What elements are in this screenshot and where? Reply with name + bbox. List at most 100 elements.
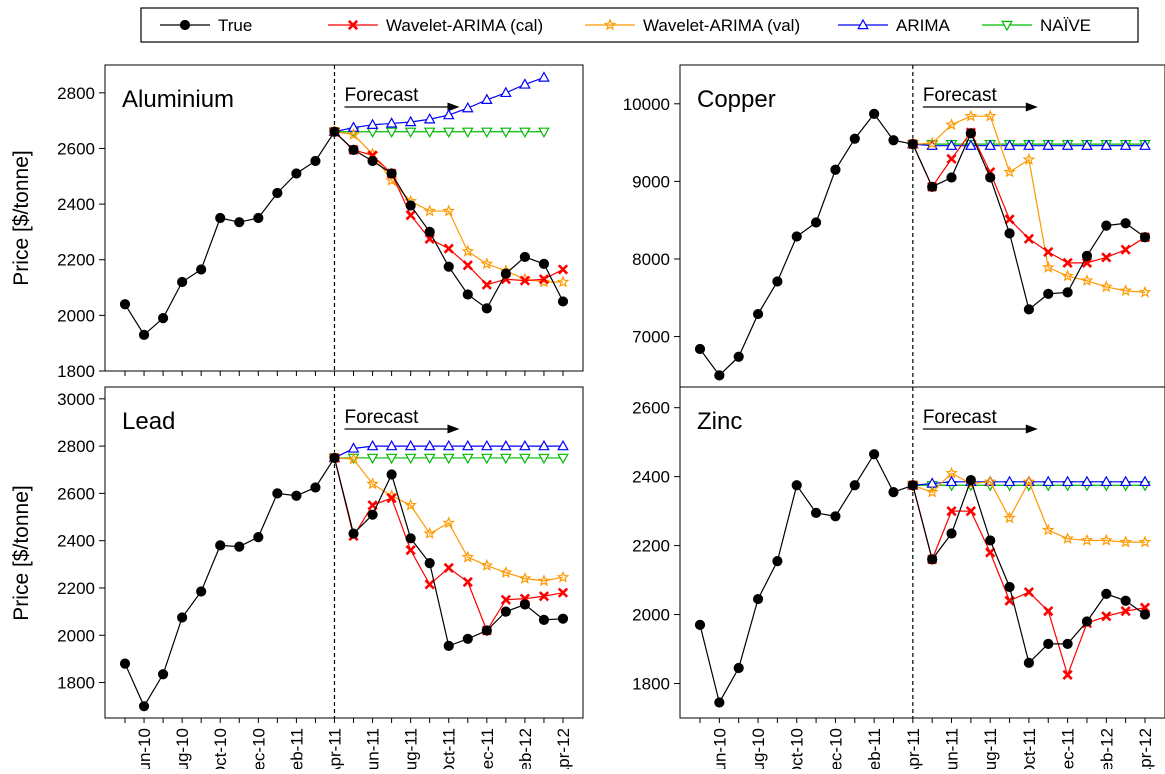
data-point	[946, 506, 957, 517]
data-point	[907, 480, 918, 491]
data-point	[119, 299, 131, 310]
data-point	[138, 329, 150, 340]
data-point	[1061, 532, 1074, 545]
data-point	[983, 109, 997, 122]
data-point	[405, 533, 416, 544]
data-point	[500, 606, 511, 617]
legend-marker-dot-icon	[179, 19, 191, 31]
data-point	[1081, 250, 1093, 261]
panel-aluminium: 1800 2000 2200 2400 2600 2800 Forecast Aluminiu…	[57, 64, 584, 381]
data-point	[366, 477, 379, 490]
y-tick-label: 2400	[57, 195, 95, 214]
data-point	[1062, 638, 1073, 649]
x-tick-label: Aug-10	[173, 728, 192, 769]
data-point	[965, 128, 976, 139]
data-point	[385, 453, 398, 465]
data-point	[272, 488, 283, 499]
data-point	[442, 439, 455, 451]
data-point	[481, 439, 493, 451]
data-point	[519, 453, 531, 465]
data-point	[177, 276, 188, 288]
data-point	[1101, 588, 1112, 599]
legend-label: True	[218, 16, 252, 35]
x-tick-label: Dec-11	[478, 728, 497, 769]
y-axis: 1800 2000 2200 2400 2600	[632, 399, 680, 694]
data-point	[1100, 475, 1113, 487]
data-point	[907, 139, 918, 150]
data-point	[1119, 535, 1132, 548]
data-point	[461, 244, 475, 257]
x-tick-label: Apr-12	[554, 728, 573, 769]
data-point	[519, 251, 531, 263]
data-point	[945, 475, 958, 487]
data-point	[461, 127, 474, 138]
data-point	[1061, 475, 1074, 487]
series-line	[912, 472, 1145, 543]
data-point	[347, 121, 360, 132]
data-point	[1120, 244, 1131, 255]
y-tick-label: 2200	[57, 579, 95, 598]
y-tick-label: 2800	[57, 84, 95, 103]
data-point	[1043, 246, 1054, 258]
legend-label: ARIMA	[896, 16, 951, 35]
x-tick-label: Feb-11	[865, 728, 884, 769]
data-point	[481, 453, 493, 465]
data-point	[983, 475, 997, 488]
y-tick-label: 2600	[57, 484, 95, 503]
data-point	[1119, 139, 1132, 150]
data-point	[404, 439, 417, 451]
y-tick-label: 2000	[57, 626, 95, 645]
data-point	[1139, 475, 1151, 487]
data-point	[1023, 587, 1035, 598]
data-point	[1081, 475, 1093, 487]
data-point	[329, 452, 340, 464]
plot-frame	[679, 386, 1165, 719]
panel-title: Copper	[697, 86, 776, 113]
x-tick-label: Aug-11	[981, 728, 1000, 769]
panel-title: Aluminium	[122, 86, 234, 113]
data-point	[1138, 535, 1152, 548]
y-tick-label: 2000	[632, 606, 670, 625]
data-point	[1062, 287, 1073, 298]
data-point	[442, 204, 456, 217]
series-true	[694, 449, 1151, 708]
data-point	[927, 554, 938, 565]
series-arima	[328, 439, 569, 463]
data-point	[538, 127, 550, 138]
x-tick-label: Aug-11	[402, 728, 421, 769]
data-point	[481, 303, 492, 314]
data-point	[196, 264, 207, 275]
data-point	[985, 547, 996, 558]
data-point	[367, 509, 378, 520]
data-point	[810, 507, 822, 518]
x-tick-label: Jun-11	[943, 728, 962, 769]
data-point	[499, 565, 513, 578]
data-point	[234, 541, 245, 552]
data-point	[985, 535, 996, 546]
data-point	[177, 612, 188, 623]
legend-item-arima: ARIMA	[838, 16, 951, 35]
data-point	[557, 439, 569, 451]
data-point	[1023, 139, 1035, 150]
data-point	[1119, 284, 1132, 297]
x-tick-label: Dec-11	[1059, 728, 1078, 769]
data-point	[519, 78, 531, 89]
data-point	[385, 117, 398, 128]
x-tick-label: Feb-12	[516, 728, 535, 769]
data-point	[810, 217, 822, 228]
x-tick-label: Dec-10	[249, 728, 268, 769]
y-tick-label: 2600	[57, 139, 95, 158]
data-point	[1003, 165, 1016, 178]
data-point	[386, 493, 397, 504]
data-point	[925, 136, 939, 149]
data-point	[119, 658, 131, 669]
data-point	[423, 113, 436, 124]
data-point	[1041, 260, 1055, 273]
data-point	[500, 439, 512, 451]
data-point	[481, 127, 493, 138]
data-point	[733, 351, 744, 362]
data-point	[404, 127, 417, 138]
plot-frame	[104, 386, 584, 719]
data-point	[404, 453, 417, 465]
data-point	[1062, 669, 1073, 681]
